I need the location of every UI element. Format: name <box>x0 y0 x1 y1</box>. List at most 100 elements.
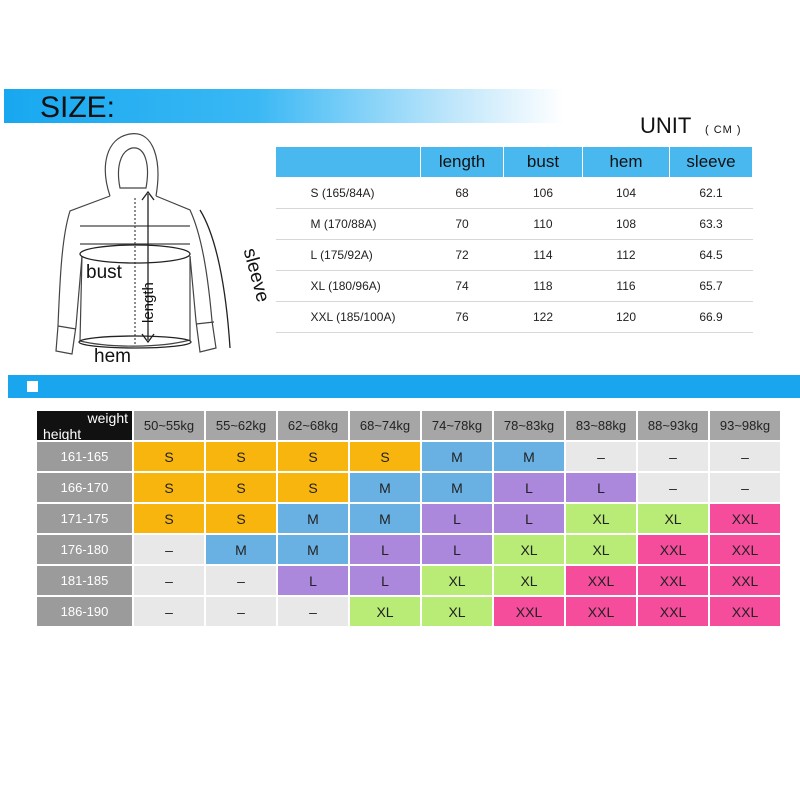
measurement-header-sleeve: sleeve <box>669 146 753 178</box>
size-cell: XL <box>422 597 492 626</box>
size-cell: M <box>494 442 564 471</box>
measurement-hem: 112 <box>582 239 670 271</box>
size-cell: M <box>350 504 420 533</box>
size-cell: S <box>134 442 204 471</box>
size-cell: L <box>566 473 636 502</box>
size-cell: L <box>422 535 492 564</box>
measurement-size: S (165/84A) <box>275 177 421 209</box>
size-cell: M <box>206 535 276 564</box>
measurement-row: S (165/84A) 68 106 104 62.1 <box>275 177 753 209</box>
measurement-size: L (175/92A) <box>275 239 421 271</box>
height-header-cell: 166-170 <box>37 473 132 502</box>
length-label: length <box>140 282 157 323</box>
size-cell: S <box>206 473 276 502</box>
measurement-row: L (175/92A) 72 114 112 64.5 <box>275 239 753 271</box>
size-cell: – <box>638 442 708 471</box>
weight-header-cell: 50~55kg <box>134 411 204 440</box>
measurement-length: 70 <box>420 208 504 240</box>
section-divider-bar <box>8 375 800 398</box>
weight-header-cell: 62~68kg <box>278 411 348 440</box>
size-cell: L <box>350 535 420 564</box>
size-cell: L <box>494 473 564 502</box>
bust-label: bust <box>86 262 122 283</box>
weight-header-cell: 93~98kg <box>710 411 780 440</box>
measurement-row: XL (180/96A) 74 118 116 65.7 <box>275 270 753 302</box>
page-title: SIZE: <box>40 91 116 124</box>
size-cell: – <box>278 597 348 626</box>
height-header-cell: 161-165 <box>37 442 132 471</box>
size-cell: – <box>566 442 636 471</box>
hem-label: hem <box>94 346 131 367</box>
weight-header-cell: 74~78kg <box>422 411 492 440</box>
measurement-header-size <box>275 146 421 178</box>
size-cell: XXL <box>710 504 780 533</box>
measurement-header-bust: bust <box>503 146 583 178</box>
size-chart-row: 171-175 S S M M L L XL XL XXL <box>37 504 780 533</box>
measurement-hem: 104 <box>582 177 670 209</box>
height-header-cell: 171-175 <box>37 504 132 533</box>
measurement-bust: 114 <box>503 239 583 271</box>
measurement-sleeve: 63.3 <box>669 208 753 240</box>
measurement-sleeve: 62.1 <box>669 177 753 209</box>
measurement-hem: 120 <box>582 301 670 333</box>
measurement-size: XXL (185/100A) <box>275 301 421 333</box>
measurement-bust: 122 <box>503 301 583 333</box>
measurement-sleeve: 64.5 <box>669 239 753 271</box>
size-cell: XL <box>638 504 708 533</box>
size-chart-body: 161-165 S S S S M M – – –166-170 S S S M M L L – –171-175 S… <box>37 442 780 626</box>
size-cell: S <box>278 473 348 502</box>
size-cell: M <box>422 442 492 471</box>
size-cell: S <box>350 442 420 471</box>
size-cell: XL <box>566 504 636 533</box>
size-cell: L <box>278 566 348 595</box>
measurement-row: M (170/88A) 70 110 108 63.3 <box>275 208 753 240</box>
measurement-length: 72 <box>420 239 504 271</box>
size-cell: – <box>134 566 204 595</box>
size-cell: XXL <box>494 597 564 626</box>
measurement-header-hem: hem <box>582 146 670 178</box>
size-cell: – <box>710 442 780 471</box>
measurement-sleeve: 66.9 <box>669 301 753 333</box>
measurement-hem: 116 <box>582 270 670 302</box>
size-cell: S <box>134 504 204 533</box>
size-cell: – <box>206 566 276 595</box>
size-cell: M <box>422 473 492 502</box>
size-cell: XXL <box>638 597 708 626</box>
measurement-bust: 106 <box>503 177 583 209</box>
size-cell: XXL <box>638 535 708 564</box>
measurement-size: M (170/88A) <box>275 208 421 240</box>
height-header-cell: 186-190 <box>37 597 132 626</box>
size-cell: M <box>278 504 348 533</box>
size-cell: M <box>350 473 420 502</box>
size-cell: S <box>134 473 204 502</box>
size-cell: XXL <box>566 597 636 626</box>
size-chart-header-row: weight height 50~55kg 55~62kg 62~68kg 68~74… <box>37 410 780 442</box>
size-cell: – <box>206 597 276 626</box>
weight-header-cell: 88~93kg <box>638 411 708 440</box>
weight-header-cell: 55~62kg <box>206 411 276 440</box>
size-cell: S <box>206 442 276 471</box>
size-cell: XXL <box>710 597 780 626</box>
measurement-sleeve: 65.7 <box>669 270 753 302</box>
size-cell: – <box>638 473 708 502</box>
size-cell: XXL <box>566 566 636 595</box>
size-cell: XXL <box>710 566 780 595</box>
size-cell: – <box>134 535 204 564</box>
measurement-header-length: length <box>420 146 504 178</box>
size-cell: L <box>350 566 420 595</box>
weight-header-cell: 83~88kg <box>566 411 636 440</box>
measurement-size: XL (180/96A) <box>275 270 421 302</box>
weight-header-cell: 68~74kg <box>350 411 420 440</box>
size-chart-grid: weight height 50~55kg 55~62kg 62~68kg 68~74… <box>35 409 782 628</box>
size-chart-row: 186-190– – – XL XL XXL XXL XXL XXL <box>37 597 780 626</box>
measurement-length: 68 <box>420 177 504 209</box>
size-chart-row: 166-170 S S S M M L L – – <box>37 473 780 502</box>
size-cell: S <box>278 442 348 471</box>
size-chart-row: 161-165 S S S S M M – – – <box>37 442 780 471</box>
size-chart-corner: weight height <box>37 410 132 442</box>
size-cell: XL <box>350 597 420 626</box>
size-cell: – <box>134 597 204 626</box>
measurement-length: 76 <box>420 301 504 333</box>
height-header-cell: 181-185 <box>37 566 132 595</box>
unit-label: UNIT <box>640 113 692 138</box>
